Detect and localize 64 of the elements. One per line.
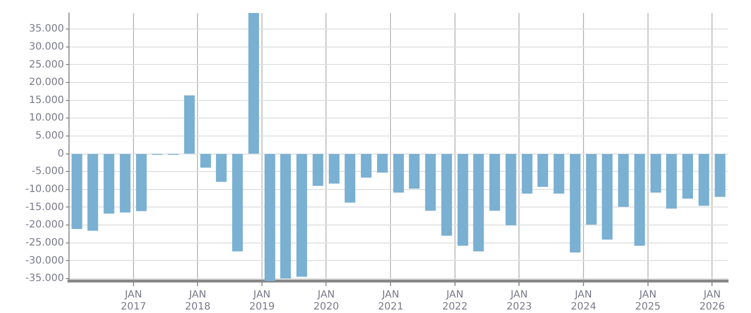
y-tick-label: 25.000 <box>29 59 64 70</box>
y-tick-label: -5.000 <box>32 166 64 178</box>
bar <box>312 154 324 186</box>
bar <box>360 154 372 178</box>
x-tick-label: JAN 2018 <box>184 290 210 313</box>
bar <box>570 154 581 252</box>
bar <box>554 154 564 194</box>
bar <box>425 154 436 211</box>
bar <box>184 95 195 154</box>
bar <box>87 154 98 231</box>
bar <box>296 154 308 277</box>
x-tick-label: JAN 2023 <box>506 290 532 313</box>
bar <box>634 154 645 246</box>
x-tick-label: JAN 2026 <box>699 290 725 313</box>
bar <box>280 154 291 278</box>
bar <box>248 13 260 154</box>
y-tick-label: -30.000 <box>25 255 64 266</box>
x-tick-label: JAN 2024 <box>570 290 596 313</box>
bar <box>650 154 662 193</box>
y-tick-label: 30.000 <box>29 41 64 52</box>
bar <box>618 154 629 207</box>
bar <box>120 154 130 213</box>
bar <box>586 154 597 225</box>
bar <box>216 154 227 182</box>
y-tick-label: -25.000 <box>25 237 64 248</box>
bar <box>506 154 516 226</box>
y-tick-label: 15.000 <box>29 94 64 106</box>
x-tick-label: JAN 2025 <box>635 290 661 313</box>
x-tick-label: JAN 2022 <box>442 290 468 313</box>
bar <box>698 154 710 206</box>
bar <box>136 154 147 212</box>
bar <box>377 154 388 173</box>
bar <box>104 154 114 214</box>
y-tick-label: 10.000 <box>29 112 64 124</box>
bar <box>489 154 500 211</box>
y-tick-label: -35.000 <box>25 273 64 284</box>
x-tick-label: JAN 2019 <box>249 290 275 313</box>
bar <box>441 154 452 236</box>
y-tick-label: 0 <box>58 148 64 160</box>
bar <box>408 154 420 189</box>
bar <box>714 154 726 197</box>
y-tick-label: 5.000 <box>35 130 64 142</box>
bar <box>666 154 677 209</box>
bar <box>458 154 468 246</box>
bar <box>72 154 82 229</box>
y-tick-label: -15.000 <box>25 202 64 213</box>
bar <box>682 154 694 199</box>
bar <box>200 154 211 168</box>
bar <box>264 154 276 281</box>
bar <box>537 154 548 187</box>
bar <box>602 154 613 240</box>
y-tick-label: -20.000 <box>25 220 64 231</box>
bar <box>393 154 404 193</box>
y-tick-label: 35.000 <box>29 24 64 35</box>
bar <box>473 154 484 252</box>
bar <box>232 154 243 252</box>
y-tick-label: -10.000 <box>25 184 64 196</box>
x-tick-label: JAN 2020 <box>314 290 339 313</box>
bar <box>522 154 532 194</box>
y-tick-label: 20.000 <box>29 77 64 88</box>
bar <box>344 154 356 203</box>
bar <box>328 154 340 184</box>
x-tick-label: JAN 2017 <box>120 290 146 313</box>
x-tick-label: JAN 2021 <box>378 290 404 313</box>
